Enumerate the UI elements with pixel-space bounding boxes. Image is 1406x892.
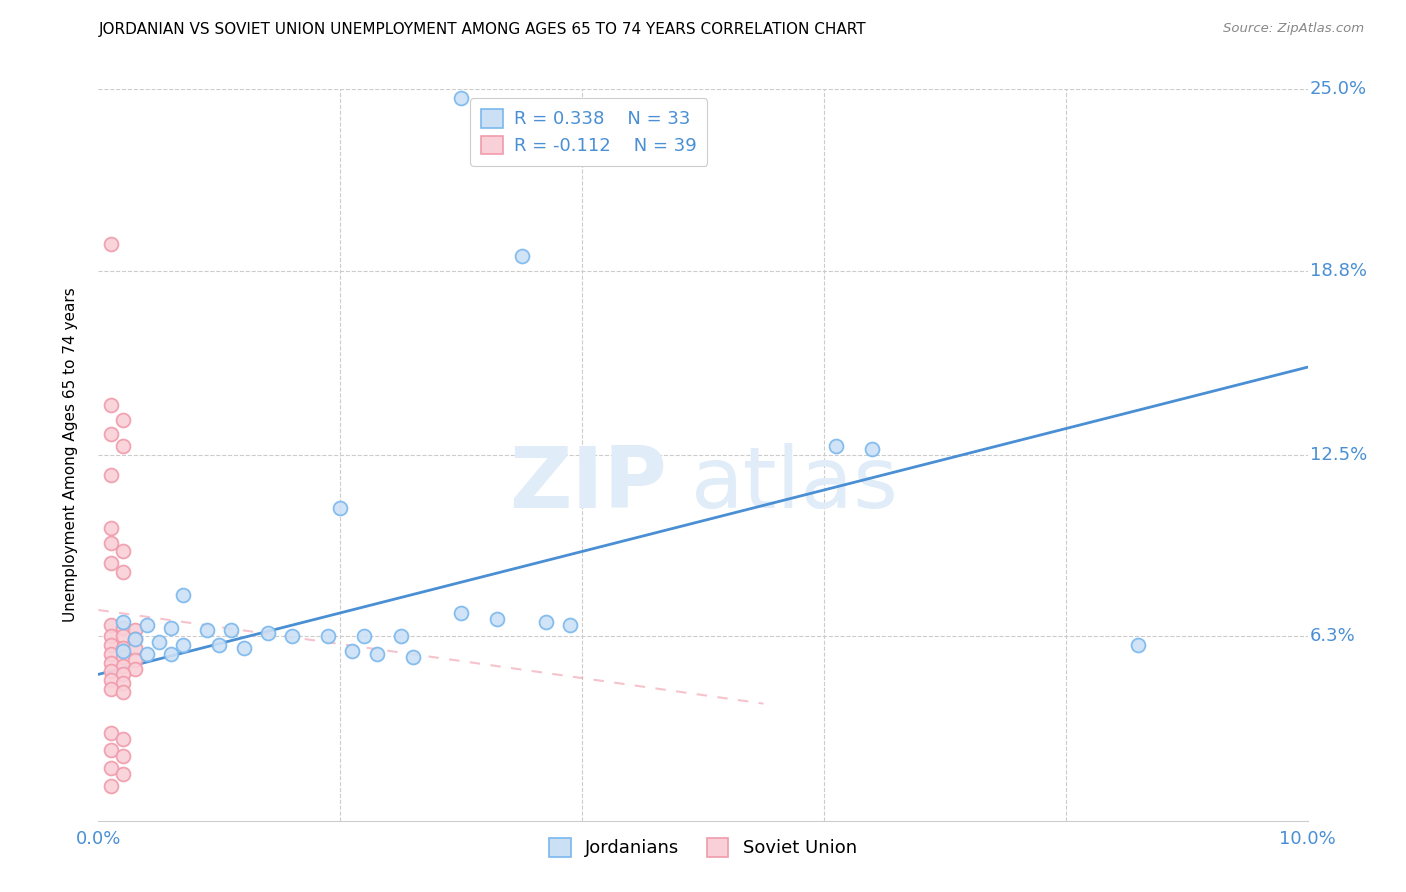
- Point: [486, 612, 509, 626]
- Point: [100, 617, 122, 632]
- Point: [160, 621, 183, 635]
- Point: [148, 635, 170, 649]
- Point: [124, 624, 146, 638]
- Point: [100, 743, 122, 757]
- Point: [366, 647, 388, 661]
- Point: [124, 640, 146, 655]
- Point: [195, 624, 218, 638]
- Point: [221, 624, 243, 638]
- Point: [111, 629, 134, 643]
- Text: 18.8%: 18.8%: [1310, 261, 1367, 279]
- Point: [256, 626, 278, 640]
- Point: [111, 565, 134, 579]
- Point: [124, 632, 146, 647]
- Point: [100, 398, 122, 412]
- Text: 12.5%: 12.5%: [1310, 446, 1367, 464]
- Point: [172, 638, 194, 652]
- Point: [1128, 638, 1150, 652]
- Point: [111, 439, 134, 453]
- Point: [100, 779, 122, 793]
- Point: [111, 749, 134, 764]
- Point: [100, 638, 122, 652]
- Point: [208, 638, 231, 652]
- Point: [558, 617, 581, 632]
- Text: 6.3%: 6.3%: [1310, 627, 1355, 645]
- Point: [100, 629, 122, 643]
- Point: [486, 126, 509, 140]
- Point: [111, 667, 134, 681]
- Point: [100, 656, 122, 670]
- Point: [510, 249, 533, 263]
- Point: [111, 544, 134, 558]
- Point: [100, 535, 122, 549]
- Point: [100, 726, 122, 740]
- Text: ZIP: ZIP: [509, 442, 666, 525]
- Point: [342, 644, 364, 658]
- Point: [100, 665, 122, 679]
- Point: [111, 649, 134, 664]
- Point: [402, 649, 425, 664]
- Point: [135, 647, 157, 661]
- Point: [450, 91, 472, 105]
- Point: [860, 442, 883, 456]
- Point: [329, 500, 352, 515]
- Point: [825, 439, 848, 453]
- Point: [100, 556, 122, 570]
- Point: [281, 629, 304, 643]
- Point: [100, 237, 122, 252]
- Point: [100, 521, 122, 535]
- Point: [111, 767, 134, 781]
- Point: [124, 653, 146, 667]
- Point: [111, 676, 134, 690]
- Point: [111, 685, 134, 699]
- Text: 25.0%: 25.0%: [1310, 80, 1367, 98]
- Point: [111, 644, 134, 658]
- Point: [124, 632, 146, 647]
- Point: [111, 621, 134, 635]
- Point: [100, 468, 122, 483]
- Point: [100, 647, 122, 661]
- Text: JORDANIAN VS SOVIET UNION UNEMPLOYMENT AMONG AGES 65 TO 74 YEARS CORRELATION CHA: JORDANIAN VS SOVIET UNION UNEMPLOYMENT A…: [98, 22, 866, 37]
- Text: Source: ZipAtlas.com: Source: ZipAtlas.com: [1223, 22, 1364, 36]
- Point: [100, 761, 122, 775]
- Point: [353, 629, 375, 643]
- Y-axis label: Unemployment Among Ages 65 to 74 years: Unemployment Among Ages 65 to 74 years: [63, 287, 77, 623]
- Point: [160, 647, 183, 661]
- Point: [124, 661, 146, 675]
- Point: [232, 640, 254, 655]
- Point: [111, 731, 134, 746]
- Text: atlas: atlas: [690, 442, 898, 525]
- Point: [100, 673, 122, 688]
- Point: [172, 588, 194, 602]
- Point: [100, 681, 122, 696]
- Point: [135, 617, 157, 632]
- Point: [111, 413, 134, 427]
- Point: [316, 629, 339, 643]
- Point: [111, 615, 134, 629]
- Point: [450, 606, 472, 620]
- Point: [111, 658, 134, 673]
- Legend: Jordanians, Soviet Union: Jordanians, Soviet Union: [540, 829, 866, 866]
- Point: [534, 615, 557, 629]
- Point: [100, 427, 122, 442]
- Point: [389, 629, 412, 643]
- Point: [111, 640, 134, 655]
